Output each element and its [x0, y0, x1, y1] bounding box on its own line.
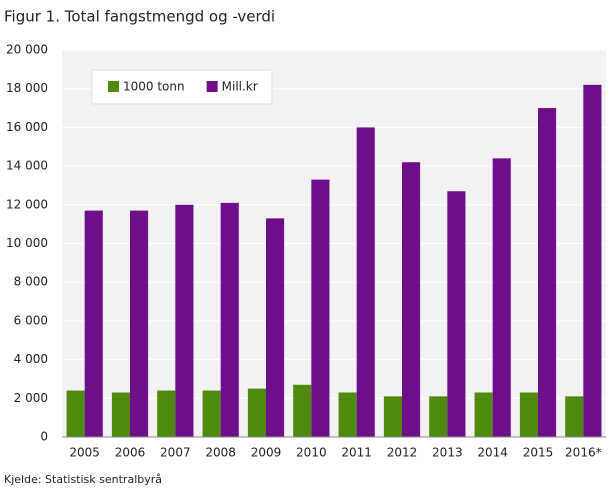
bar: [338, 392, 357, 437]
bar: [247, 388, 266, 437]
x-tick-label: 2011: [341, 446, 372, 460]
bar: [474, 392, 493, 437]
bar: [429, 396, 448, 437]
legend-swatch: [108, 81, 119, 92]
x-tick-label: 2016*: [565, 446, 602, 460]
y-tick-label: 16 000: [6, 120, 48, 134]
bar: [583, 84, 602, 437]
bar: [175, 204, 194, 437]
bar: [538, 108, 557, 438]
x-tick-label: 2006: [115, 446, 146, 460]
y-tick-label: 18 000: [6, 81, 48, 95]
x-tick-label: 2007: [160, 446, 191, 460]
bar: [356, 127, 375, 438]
bar: [84, 210, 103, 437]
y-tick-label: 10 000: [6, 236, 48, 250]
bar: [402, 162, 421, 438]
y-tick-label: 14 000: [6, 159, 48, 173]
bar: [447, 191, 466, 437]
x-tick-label: 2009: [251, 446, 282, 460]
bar: [565, 396, 584, 437]
x-tick-label: 2013: [432, 446, 463, 460]
bar: [293, 384, 312, 437]
y-tick-label: 12 000: [6, 197, 48, 211]
bar: [220, 202, 239, 437]
bar: [157, 390, 176, 437]
bar: [383, 396, 402, 437]
y-tick-label: 4 000: [14, 352, 48, 366]
y-tick-label: 2 000: [14, 391, 48, 405]
x-tick-label: 2005: [69, 446, 100, 460]
y-tick-label: 8 000: [14, 275, 48, 289]
y-tick-label: 6 000: [14, 313, 48, 327]
bar: [266, 218, 285, 437]
bar: [66, 390, 85, 437]
x-tick-label: 2014: [477, 446, 508, 460]
chart-title: Figur 1. Total fangstmengd og -verdi: [4, 8, 275, 26]
legend-label: Mill.kr: [222, 80, 258, 94]
bar: [111, 392, 130, 437]
bar: [311, 179, 330, 437]
x-tick-label: 2015: [523, 446, 554, 460]
bar: [519, 392, 538, 437]
bar: [130, 210, 149, 437]
y-tick-label: 0: [40, 430, 48, 444]
bar: [202, 390, 221, 437]
y-tick-label: 20 000: [6, 43, 48, 57]
bar: [492, 158, 511, 438]
x-tick-label: 2010: [296, 446, 327, 460]
legend-box: [91, 69, 273, 105]
x-tick-label: 2012: [387, 446, 418, 460]
legend-label: 1000 tonn: [123, 80, 185, 94]
x-tick-label: 2008: [205, 446, 236, 460]
source: Kjelde: Statistisk sentralbyrå: [4, 473, 162, 486]
legend-swatch: [206, 81, 218, 92]
